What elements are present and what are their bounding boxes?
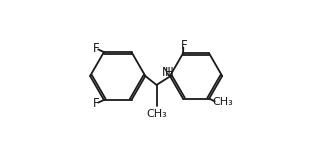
Text: F: F [180, 39, 187, 52]
Text: H: H [165, 66, 173, 79]
Text: F: F [93, 97, 100, 110]
Text: N: N [162, 66, 170, 79]
Text: CH₃: CH₃ [146, 109, 167, 119]
Text: F: F [93, 42, 100, 55]
Text: CH₃: CH₃ [212, 97, 233, 107]
